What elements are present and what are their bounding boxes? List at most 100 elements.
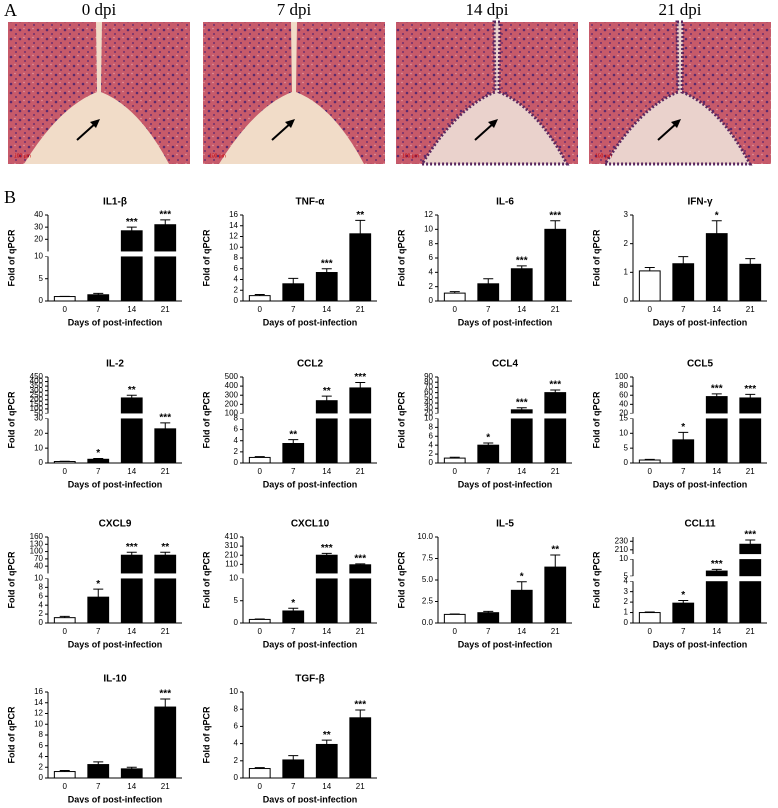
x-tick-label: 14: [517, 627, 526, 636]
x-tick-label: 7: [291, 305, 296, 314]
bar: [54, 618, 75, 623]
significance-label: ***: [354, 700, 366, 711]
error-bar: [517, 582, 527, 591]
bar: [673, 603, 694, 623]
y-tick-label: 310: [225, 541, 239, 550]
significance-label: ***: [126, 542, 138, 553]
significance-label: ***: [354, 554, 366, 565]
bar: [88, 597, 109, 623]
y-axis-title: Fold of qPCR: [201, 229, 211, 286]
significance-label: *: [291, 598, 295, 609]
y-tick-label: 0: [39, 296, 44, 305]
x-tick-label: 14: [712, 627, 721, 636]
bar: [444, 458, 465, 463]
error-bar: [678, 257, 688, 264]
bar: [54, 772, 75, 778]
significance-label: **: [289, 429, 297, 440]
y-tick-label: 300: [225, 390, 239, 399]
x-axis-title: Days of post-infection: [68, 317, 163, 327]
y-tick-label: 400: [225, 381, 239, 390]
chart-title: IFN-γ: [688, 197, 713, 208]
y-axis-title: Fold of qPCR: [6, 391, 16, 448]
bar: [545, 229, 566, 301]
y-axis-title: Fold of qPCR: [201, 706, 211, 763]
axis-break: [239, 413, 379, 418]
significance-label: ***: [159, 689, 171, 700]
x-tick-label: 0: [258, 305, 263, 314]
bar: [54, 297, 75, 301]
y-tick-label: 0: [624, 618, 629, 627]
y-tick-label: 2: [39, 609, 44, 618]
error-bar: [355, 220, 365, 233]
y-tick-label: 200: [225, 399, 239, 408]
x-tick-label: 14: [517, 305, 526, 314]
y-tick-label: 2: [624, 239, 629, 248]
x-tick-label: 14: [322, 627, 331, 636]
y-tick-label: 10: [229, 574, 238, 583]
bar: [545, 393, 566, 463]
x-tick-label: 0: [63, 782, 68, 791]
y-tick-label: 30: [34, 222, 43, 231]
y-tick-label: 10: [424, 224, 433, 233]
x-tick-label: 7: [486, 467, 491, 476]
x-tick-label: 7: [96, 782, 101, 791]
y-axis-title: Fold of qPCR: [6, 551, 16, 608]
bar: [316, 555, 337, 623]
x-tick-label: 0: [258, 782, 263, 791]
x-tick-label: 7: [291, 782, 296, 791]
chart-title: IL-10: [103, 674, 127, 685]
x-tick-label: 21: [161, 782, 170, 791]
x-axis-title: Days of post-infection: [263, 794, 358, 803]
significance-label: **: [128, 385, 136, 396]
panel-label: B: [4, 187, 16, 207]
y-tick-label: 10.0: [417, 532, 433, 541]
axis-break: [629, 554, 769, 559]
x-tick-label: 0: [648, 467, 653, 476]
bar: [155, 555, 176, 623]
bar: [249, 457, 270, 463]
x-tick-label: 0: [258, 627, 263, 636]
x-tick-label: 14: [322, 305, 331, 314]
significance-label: ***: [126, 217, 138, 228]
chart-title: CCL2: [297, 359, 324, 370]
x-tick-label: 21: [356, 305, 365, 314]
error-bar: [645, 612, 655, 613]
scale-bar-label: 100 μm: [209, 153, 226, 159]
bar: [316, 744, 337, 778]
y-axis-title: Fold of qPCR: [6, 229, 16, 286]
y-tick-label: 2.5: [422, 597, 434, 606]
x-tick-label: 14: [712, 467, 721, 476]
y-tick-label: 60: [619, 390, 628, 399]
y-tick-label: 0: [429, 296, 434, 305]
y-tick-label: 3: [624, 210, 629, 219]
x-axis-title: Days of post-infection: [263, 317, 358, 327]
significance-label: ***: [711, 559, 723, 570]
y-tick-label: 12: [229, 232, 238, 241]
significance-label: **: [323, 730, 331, 741]
error-bar: [483, 279, 493, 284]
bar: [478, 613, 499, 623]
significance-label: ***: [159, 413, 171, 424]
bar: [88, 459, 109, 463]
x-tick-label: 0: [648, 627, 653, 636]
significance-label: **: [356, 210, 364, 221]
x-tick-label: 14: [127, 782, 136, 791]
y-tick-label: 160: [30, 532, 44, 541]
y-tick-label: 12: [424, 210, 433, 219]
x-tick-label: 21: [356, 782, 365, 791]
x-tick-label: 21: [356, 467, 365, 476]
significance-label: **: [161, 542, 169, 553]
error-bar: [712, 221, 722, 234]
y-tick-label: 8: [234, 253, 239, 262]
y-tick-label: 6: [429, 253, 434, 262]
x-axis-title: Days of post-infection: [68, 639, 163, 649]
significance-label: ***: [354, 372, 366, 383]
axis-break: [239, 573, 379, 578]
y-tick-label: 0.0: [422, 618, 434, 627]
error-bar: [160, 220, 170, 225]
axis-break: [629, 576, 769, 581]
x-tick-label: 14: [517, 467, 526, 476]
